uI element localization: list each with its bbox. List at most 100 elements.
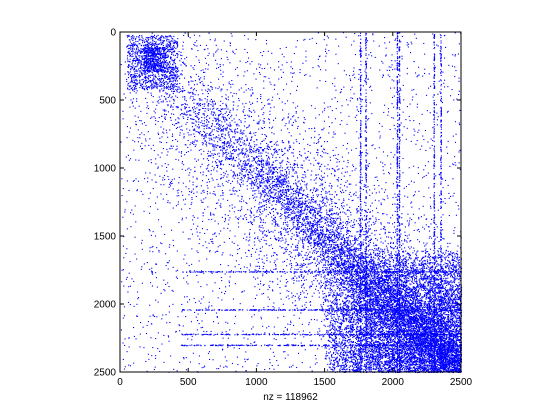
nonzero-point bbox=[322, 177, 323, 178]
nonzero-point bbox=[124, 315, 125, 316]
nonzero-point bbox=[288, 295, 289, 296]
nonzero-point bbox=[145, 78, 146, 79]
nonzero-point bbox=[358, 197, 359, 198]
nonzero-point bbox=[327, 153, 328, 154]
nonzero-point bbox=[324, 141, 325, 142]
nonzero-point bbox=[448, 65, 449, 66]
nonzero-point bbox=[289, 251, 290, 252]
nonzero-point bbox=[280, 201, 281, 202]
nonzero-point bbox=[452, 163, 453, 164]
nonzero-point bbox=[173, 91, 174, 92]
nonzero-point bbox=[353, 41, 354, 42]
nonzero-point bbox=[316, 152, 317, 153]
nonzero-point bbox=[197, 117, 198, 118]
nonzero-point bbox=[143, 347, 144, 348]
nonzero-point bbox=[163, 42, 164, 43]
nonzero-point bbox=[412, 97, 413, 98]
nonzero-point bbox=[294, 160, 295, 161]
nonzero-point bbox=[181, 55, 182, 56]
nonzero-point bbox=[141, 120, 142, 121]
nonzero-point bbox=[169, 306, 170, 307]
nonzero-point bbox=[350, 89, 351, 90]
nonzero-point bbox=[220, 245, 221, 246]
nonzero-point bbox=[307, 217, 308, 218]
nonzero-point bbox=[240, 160, 241, 161]
nonzero-point bbox=[430, 208, 431, 209]
nonzero-point bbox=[321, 334, 322, 335]
nonzero-point bbox=[249, 108, 250, 109]
nonzero-point bbox=[304, 304, 305, 305]
nonzero-point bbox=[244, 126, 245, 127]
nonzero-point bbox=[188, 132, 189, 133]
nonzero-point bbox=[445, 280, 446, 281]
nonzero-point bbox=[197, 126, 198, 127]
nonzero-point bbox=[172, 169, 173, 170]
nonzero-point bbox=[459, 162, 460, 163]
nonzero-point bbox=[218, 49, 219, 50]
nonzero-point bbox=[254, 217, 255, 218]
nonzero-point bbox=[389, 173, 390, 174]
nonzero-point bbox=[268, 289, 269, 290]
nonzero-point bbox=[243, 75, 244, 76]
nonzero-point bbox=[125, 366, 126, 367]
nonzero-point bbox=[225, 273, 226, 274]
nonzero-point bbox=[337, 186, 338, 187]
nonzero-point bbox=[203, 108, 204, 109]
nonzero-point bbox=[297, 86, 298, 87]
nonzero-point bbox=[398, 74, 399, 75]
nonzero-point bbox=[383, 151, 384, 152]
nonzero-point bbox=[456, 215, 457, 216]
nonzero-point bbox=[134, 81, 135, 82]
nonzero-point bbox=[328, 117, 329, 118]
nonzero-point bbox=[203, 215, 204, 216]
nonzero-point bbox=[362, 180, 363, 181]
nonzero-point bbox=[375, 177, 376, 178]
nonzero-point bbox=[218, 135, 219, 136]
nonzero-point bbox=[213, 137, 214, 138]
nonzero-point bbox=[269, 281, 270, 282]
nonzero-point bbox=[413, 120, 414, 121]
nonzero-point bbox=[246, 370, 247, 371]
nonzero-point bbox=[158, 332, 159, 333]
nonzero-point bbox=[291, 229, 292, 230]
nonzero-point bbox=[194, 312, 195, 313]
nonzero-point bbox=[326, 217, 327, 218]
nonzero-point bbox=[404, 239, 405, 240]
nonzero-point bbox=[251, 328, 252, 329]
nonzero-point bbox=[186, 263, 187, 264]
nonzero-point bbox=[260, 212, 261, 213]
nonzero-point bbox=[354, 224, 355, 225]
nonzero-point bbox=[458, 53, 459, 54]
nonzero-point bbox=[299, 226, 300, 227]
nonzero-point bbox=[280, 163, 281, 164]
nonzero-point bbox=[176, 146, 177, 147]
nonzero-point bbox=[401, 213, 402, 214]
nonzero-point bbox=[216, 109, 217, 110]
nonzero-point bbox=[129, 273, 130, 274]
nonzero-point bbox=[237, 128, 238, 129]
nonzero-point bbox=[423, 139, 424, 140]
nonzero-point bbox=[452, 66, 453, 67]
nonzero-point bbox=[349, 235, 350, 236]
nonzero-point bbox=[232, 204, 233, 205]
nonzero-point bbox=[218, 118, 219, 119]
nonzero-point bbox=[356, 120, 357, 121]
nonzero-point bbox=[266, 257, 267, 258]
nonzero-point bbox=[211, 170, 212, 171]
nonzero-point bbox=[188, 84, 189, 85]
nonzero-point bbox=[362, 99, 363, 100]
nonzero-point bbox=[285, 222, 286, 223]
nonzero-point bbox=[178, 122, 179, 123]
nonzero-point bbox=[302, 219, 303, 220]
nonzero-point bbox=[424, 73, 425, 74]
nonzero-point bbox=[444, 80, 445, 81]
nonzero-point bbox=[166, 114, 167, 115]
nonzero-point bbox=[154, 111, 155, 112]
nonzero-point bbox=[252, 224, 253, 225]
nonzero-point bbox=[265, 194, 266, 195]
nonzero-point bbox=[303, 110, 304, 111]
nonzero-point bbox=[251, 147, 252, 148]
nonzero-point bbox=[163, 148, 164, 149]
nonzero-point bbox=[183, 358, 184, 359]
nonzero-point bbox=[178, 195, 179, 196]
